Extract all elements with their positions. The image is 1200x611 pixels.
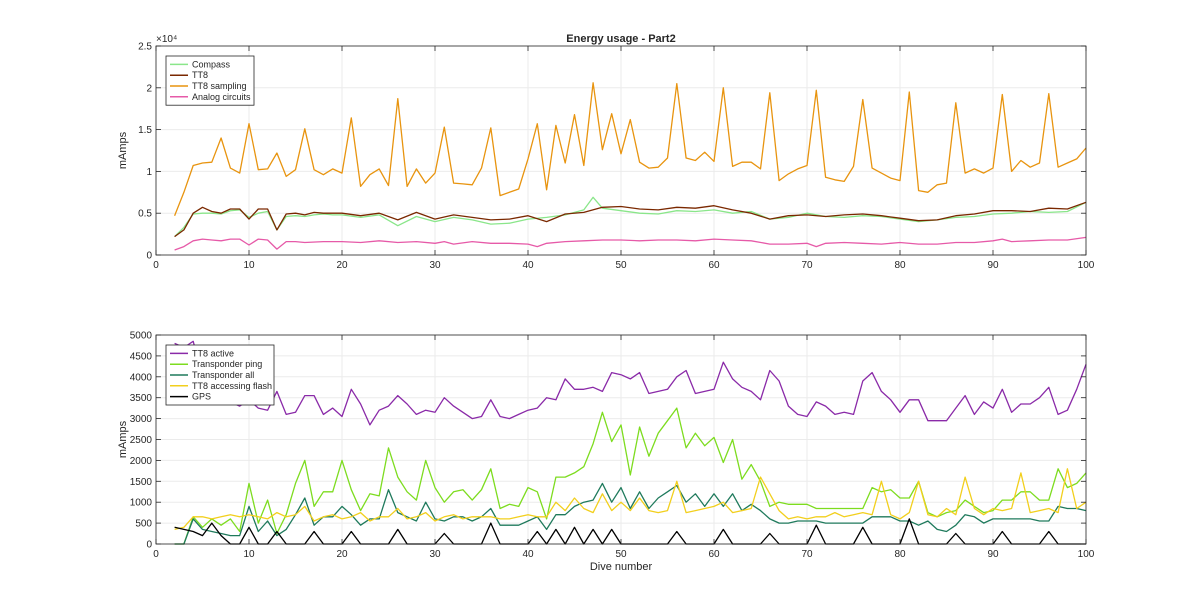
chart-panel-2: 0 10 20 30 40 50 60 70 80 90 100050010001500200025… bbox=[117, 331, 1095, 574]
series-line-tt8 bbox=[174, 201, 1087, 238]
x-tick-label: 20 bbox=[336, 260, 348, 271]
legend-entry: TT8 active bbox=[192, 348, 234, 358]
y-tick-label: 4500 bbox=[130, 351, 153, 362]
x-tick-label: 60 bbox=[708, 260, 720, 271]
y-tick-label: 3000 bbox=[130, 414, 153, 425]
x-tick-label: 90 bbox=[987, 549, 999, 560]
legend-entry: Analog circuits bbox=[192, 92, 251, 102]
y-tick-label: 2500 bbox=[130, 435, 153, 446]
series-line-compass bbox=[174, 196, 1087, 238]
chart-panel-1: 0 10 20 30 40 50 60 70 80 90 100 0 0.5 1 1.5 2 2.5 ×10⁴ En… bbox=[117, 33, 1095, 271]
x-tick-label: 50 bbox=[615, 549, 627, 560]
legend-entry: TT8 bbox=[192, 70, 208, 80]
x-tick-label: 10 bbox=[243, 260, 255, 271]
x-tick-label: 30 bbox=[429, 260, 441, 271]
y-tick-label: 1 bbox=[146, 167, 152, 178]
y-axis-label: mAmps bbox=[117, 420, 129, 458]
x-tick-label: 70 bbox=[801, 260, 813, 271]
legend-entry: TT8 accessing flash bbox=[192, 381, 272, 391]
legend-entry: GPS bbox=[192, 392, 211, 402]
x-tick-label: 50 bbox=[615, 260, 627, 271]
y-tick-label: 500 bbox=[135, 519, 152, 530]
y-tick-label: 0.5 bbox=[138, 209, 152, 220]
x-tick-label: 90 bbox=[987, 260, 999, 271]
y-tick-label: 2.5 bbox=[138, 42, 152, 53]
chart-title: Energy usage - Part2 bbox=[566, 33, 675, 45]
x-tick-label: 0 bbox=[153, 549, 159, 560]
legend-entry: Compass bbox=[192, 59, 231, 69]
y-tick-label: 1500 bbox=[130, 477, 153, 488]
x-tick-label: 100 bbox=[1078, 549, 1095, 560]
y-tick-label: 1000 bbox=[130, 498, 153, 509]
x-tick-label: 10 bbox=[243, 549, 255, 560]
y-tick-label: 0 bbox=[146, 251, 152, 262]
legend-entry: Transponder all bbox=[192, 370, 254, 380]
legend-entry: TT8 sampling bbox=[192, 81, 247, 91]
y-tick-label: 2000 bbox=[130, 456, 153, 467]
y-tick-label: 1.5 bbox=[138, 125, 152, 136]
legend-entry: Transponder ping bbox=[192, 359, 262, 369]
x-tick-label: 60 bbox=[708, 549, 720, 560]
series-line-transponder-ping bbox=[174, 407, 1087, 545]
x-tick-label: 40 bbox=[522, 549, 534, 560]
x-tick-label: 100 bbox=[1078, 260, 1095, 271]
y-exponent-label: ×10⁴ bbox=[156, 34, 177, 45]
series-line-transponder-all bbox=[174, 482, 1087, 545]
x-tick-label: 30 bbox=[429, 549, 441, 560]
x-tick-label: 70 bbox=[801, 549, 813, 560]
y-tick-label: 3500 bbox=[130, 393, 153, 404]
x-tick-label: 40 bbox=[522, 260, 534, 271]
series-line-analog-circuits bbox=[174, 236, 1087, 251]
series-line-tt8-active bbox=[174, 340, 1087, 426]
x-tick-label: 0 bbox=[153, 260, 159, 271]
x-tick-label: 80 bbox=[894, 260, 906, 271]
x-tick-label: 80 bbox=[894, 549, 906, 560]
y-tick-label: 0 bbox=[146, 540, 152, 551]
y-tick-label: 5000 bbox=[130, 331, 153, 342]
y-axis-label: mAmps bbox=[117, 131, 129, 169]
y-tick-label: 4000 bbox=[130, 372, 153, 383]
series-line-tt8-sampling bbox=[173, 82, 1087, 216]
series-line-tt8-accessing-flash bbox=[174, 468, 1087, 531]
y-tick-label: 2 bbox=[146, 83, 152, 94]
x-tick-label: 20 bbox=[336, 549, 348, 560]
x-axis-label: Dive number bbox=[590, 561, 653, 573]
